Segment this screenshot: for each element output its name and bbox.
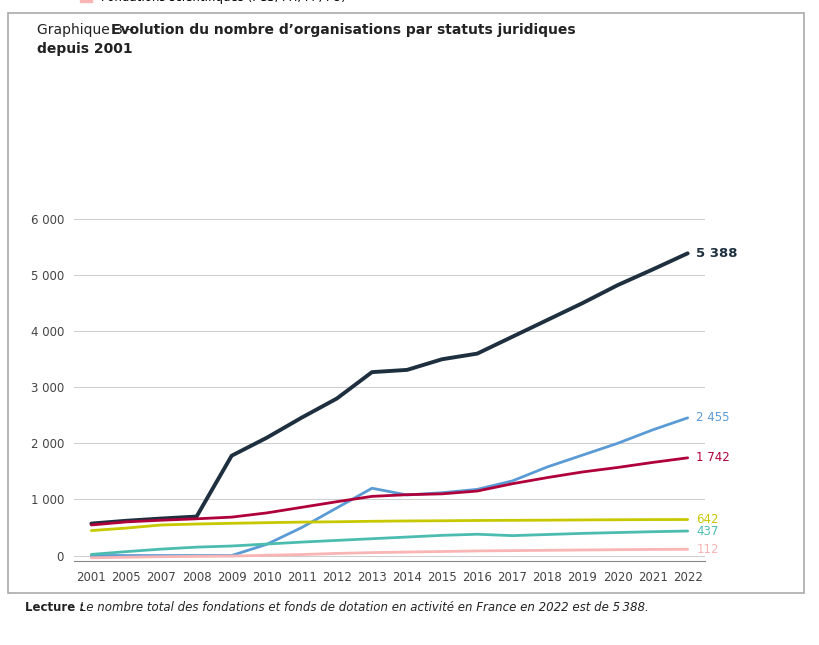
Text: 1 742: 1 742: [695, 451, 729, 464]
Text: 437: 437: [695, 524, 718, 537]
Legend: Total des fondations et fonds de dotation en activité, Fonds de dotation (FDD) e: Total des fondations et fonds de dotatio…: [79, 0, 409, 5]
Text: 2 455: 2 455: [695, 412, 729, 424]
Text: 5 388: 5 388: [695, 247, 737, 260]
Text: Le nombre total des fondations et fonds de dotation en activité en France en 202: Le nombre total des fondations et fonds …: [76, 601, 648, 614]
Text: 642: 642: [695, 513, 718, 526]
Text: Lecture :: Lecture :: [25, 601, 84, 614]
Text: Graphique 3 –: Graphique 3 –: [37, 23, 138, 37]
Text: Evolution du nombre d’organisations par statuts juridiques: Evolution du nombre d’organisations par …: [111, 23, 575, 37]
Text: 112: 112: [695, 542, 718, 556]
Text: depuis 2001: depuis 2001: [37, 42, 133, 56]
